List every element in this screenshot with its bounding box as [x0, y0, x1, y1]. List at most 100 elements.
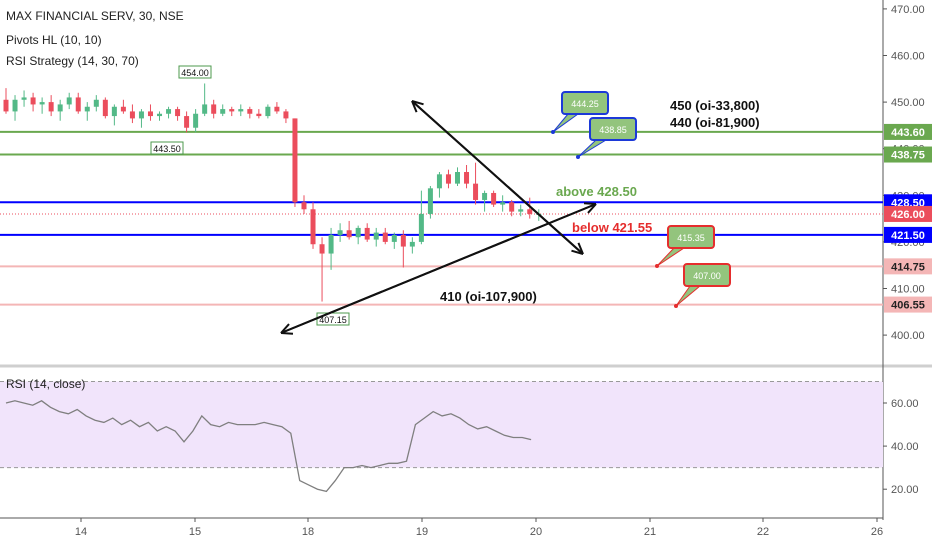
pivot-low-label: 443.50: [153, 144, 181, 154]
candle-body[interactable]: [283, 111, 289, 119]
candle-body[interactable]: [409, 241, 415, 247]
rsi-pane-label[interactable]: RSI (14, close): [6, 377, 86, 391]
time-axis-tick-label: 21: [644, 526, 656, 538]
candle-body[interactable]: [111, 106, 117, 117]
candle-body[interactable]: [310, 209, 316, 245]
candle-body[interactable]: [193, 113, 199, 128]
time-axis-tick-label: 20: [530, 526, 542, 538]
candle-body[interactable]: [500, 202, 506, 205]
candle-body[interactable]: [75, 97, 81, 112]
time-axis-tick-label: 14: [75, 526, 87, 538]
candle-body[interactable]: [57, 104, 63, 112]
candle-body[interactable]: [265, 106, 271, 117]
price-label-text: 426.00: [891, 209, 925, 221]
candle-body[interactable]: [319, 244, 325, 254]
candle-body[interactable]: [12, 99, 18, 112]
annotation-below-421[interactable]: below 421.55: [572, 220, 652, 235]
candle-body[interactable]: [120, 106, 126, 112]
candle-body[interactable]: [30, 97, 36, 105]
candle-body[interactable]: [48, 102, 54, 112]
annotation-410-oi[interactable]: 410 (oi-107,900): [440, 289, 537, 304]
candle-body[interactable]: [527, 209, 533, 214]
candle-body[interactable]: [175, 109, 181, 117]
annotation-above-428[interactable]: above 428.50: [556, 184, 637, 199]
price-label-badge[interactable]: [884, 205, 932, 222]
candle-body[interactable]: [328, 234, 334, 254]
candle-body[interactable]: [211, 104, 217, 114]
pivot-low-box[interactable]: [150, 141, 184, 155]
candle-body[interactable]: [518, 209, 524, 212]
candle-body[interactable]: [482, 192, 488, 200]
callout-label: 407.00: [693, 271, 721, 281]
trendline-arrow-support-end[interactable]: [280, 203, 597, 334]
price-axis-tick-label: 410.00: [891, 284, 925, 296]
candle-body[interactable]: [93, 99, 99, 107]
candle-body[interactable]: [382, 232, 388, 242]
trendline-arrow-support-end-head: [587, 203, 597, 214]
indicator-rsi-strategy-label[interactable]: RSI Strategy (14, 30, 70): [6, 54, 139, 68]
candle-body[interactable]: [337, 230, 343, 235]
candle-body[interactable]: [147, 111, 153, 117]
candle-body[interactable]: [202, 104, 208, 114]
candle-body[interactable]: [391, 234, 397, 242]
price-label-text: 443.60: [891, 127, 925, 139]
candle-body[interactable]: [346, 230, 352, 238]
candle-body[interactable]: [166, 109, 172, 114]
callout-box[interactable]: [667, 225, 715, 249]
trendline-arrow-lower[interactable]: [411, 100, 584, 255]
candle-body[interactable]: [238, 109, 244, 112]
candle-body[interactable]: [39, 102, 45, 105]
price-label-badge[interactable]: [884, 123, 932, 140]
candle-body[interactable]: [445, 174, 451, 184]
candle-body[interactable]: [3, 99, 9, 112]
candle-body[interactable]: [292, 118, 298, 203]
trendline-arrow-lower-head: [577, 242, 584, 255]
candle-body[interactable]: [220, 109, 226, 114]
candle-body[interactable]: [138, 111, 144, 119]
price-label-badge[interactable]: [884, 258, 932, 275]
candle-body[interactable]: [157, 113, 163, 117]
callout-box[interactable]: [561, 91, 609, 115]
trendline-arrow-support-end-head: [583, 202, 597, 205]
candle-body[interactable]: [364, 227, 370, 240]
candle-body[interactable]: [491, 192, 497, 205]
candle-body[interactable]: [373, 232, 379, 240]
candle-body[interactable]: [355, 227, 361, 238]
indicator-pivots-label[interactable]: Pivots HL (10, 10): [6, 33, 102, 47]
candle-body[interactable]: [473, 183, 479, 200]
candle-body[interactable]: [21, 97, 27, 100]
annotation-450-oi[interactable]: 450 (oi-33,800): [670, 98, 760, 113]
price-axis-tick-label: 400.00: [891, 330, 925, 342]
candle-body[interactable]: [184, 116, 190, 128]
rsi-band: [0, 381, 883, 468]
candle-body[interactable]: [229, 109, 235, 112]
candle-body[interactable]: [129, 111, 135, 119]
callout-box[interactable]: [589, 117, 637, 141]
candle-body[interactable]: [256, 113, 262, 117]
candle-body[interactable]: [400, 234, 406, 247]
candle-body[interactable]: [509, 202, 515, 212]
price-label-text: 414.75: [891, 261, 925, 273]
price-label-text: 438.75: [891, 150, 925, 162]
candle-body[interactable]: [464, 172, 470, 184]
candle-body[interactable]: [66, 97, 72, 105]
rsi-series-line[interactable]: [5, 400, 532, 493]
price-label-badge[interactable]: [884, 296, 932, 313]
candle-body[interactable]: [455, 172, 460, 184]
symbol-title[interactable]: MAX FINANCIAL SERV, 30, NSE: [6, 9, 184, 23]
candle-body[interactable]: [427, 188, 433, 214]
candle-body[interactable]: [418, 213, 424, 242]
price-label-badge[interactable]: [884, 146, 932, 163]
candle-body[interactable]: [84, 106, 90, 112]
candle-body[interactable]: [247, 109, 253, 114]
candle-body[interactable]: [436, 174, 442, 189]
candle-body[interactable]: [102, 99, 108, 117]
price-label-badge[interactable]: [884, 226, 932, 243]
callout-box[interactable]: [683, 263, 731, 287]
candle-body[interactable]: [274, 106, 280, 112]
annotation-440-oi[interactable]: 440 (oi-81,900): [670, 115, 760, 130]
candle-body[interactable]: [301, 202, 307, 210]
pivot-high-box[interactable]: [178, 65, 212, 79]
time-axis-tick-label: 18: [302, 526, 314, 538]
